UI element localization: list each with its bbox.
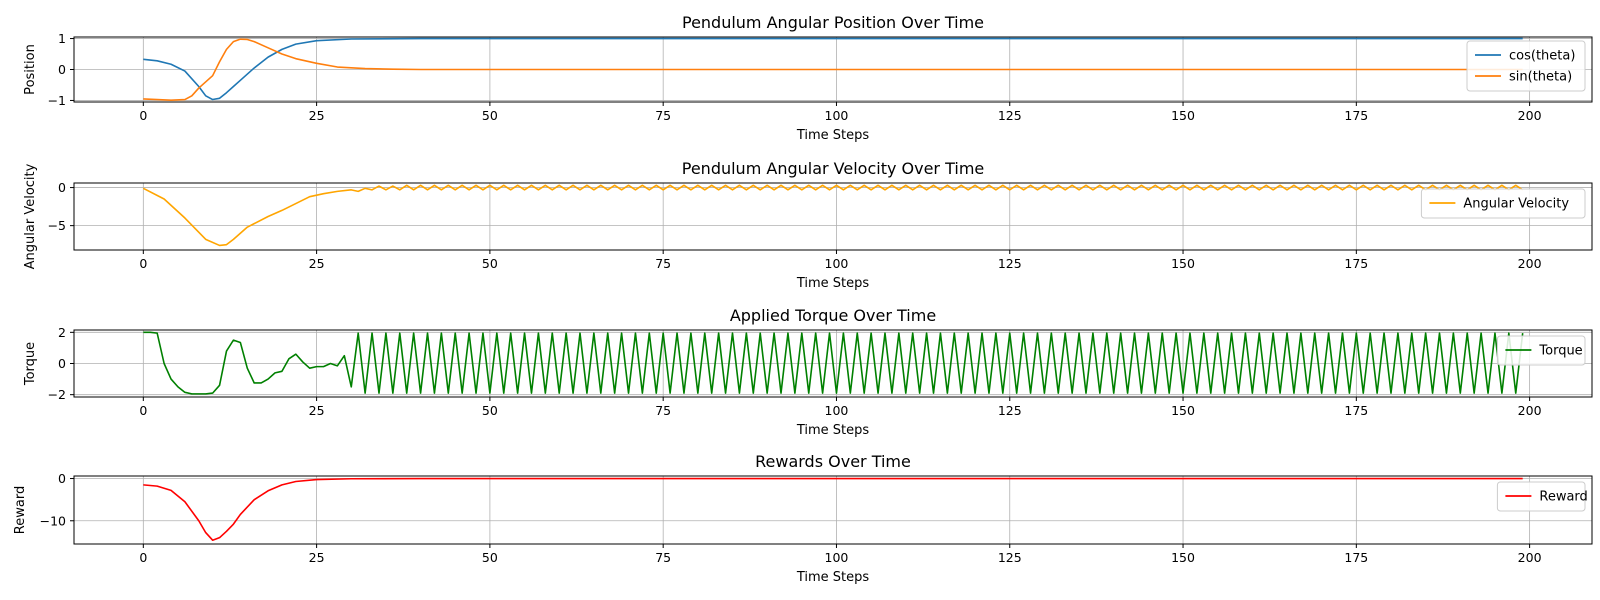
series-line-1 bbox=[143, 477, 1523, 542]
legend-label: Reward bbox=[1539, 490, 1587, 505]
x-tick-label: 100 bbox=[825, 256, 849, 271]
x-tick-label: 25 bbox=[309, 550, 325, 565]
chart-panel-4: 0 25 50 75 100 125 150 175 200 −10 0 Rewards Over T… bbox=[13, 452, 1593, 585]
legend: Angular Velocity bbox=[1420, 188, 1586, 219]
y-tick-label: 0 bbox=[58, 471, 66, 486]
axes-frame bbox=[73, 182, 1593, 251]
legend-box bbox=[1420, 188, 1586, 219]
x-tick-label: 175 bbox=[1344, 108, 1368, 123]
chart-title: Pendulum Angular Velocity Over Time bbox=[682, 159, 985, 178]
legend-label: Torque bbox=[1538, 344, 1582, 359]
x-tick-label: 150 bbox=[1171, 256, 1195, 271]
x-tick-label: 50 bbox=[482, 550, 498, 565]
x-tick-label: 0 bbox=[139, 403, 147, 418]
legend-label: cos(theta) bbox=[1509, 49, 1575, 64]
x-tick-label: 125 bbox=[998, 550, 1022, 565]
y-tick-label: 2 bbox=[58, 325, 66, 340]
chart-panel-2: 0 25 50 75 100 125 150 175 200 −5 0 Pendulum Angula… bbox=[23, 159, 1593, 291]
y-axis-label: Angular Velocity bbox=[23, 163, 38, 269]
axes-frame bbox=[73, 475, 1593, 545]
x-tick-label: 200 bbox=[1518, 550, 1542, 565]
x-tick-label: 0 bbox=[139, 108, 147, 123]
x-axis-label: Time Steps bbox=[796, 570, 870, 585]
x-tick-label: 200 bbox=[1518, 256, 1542, 271]
x-tick-label: 75 bbox=[655, 256, 671, 271]
y-axis-label: Position bbox=[23, 44, 38, 95]
series-line-2 bbox=[143, 38, 1523, 101]
x-tick-label: 25 bbox=[309, 256, 325, 271]
x-tick-label: 150 bbox=[1171, 403, 1195, 418]
legend-label: sin(theta) bbox=[1509, 70, 1572, 85]
x-tick-label: 125 bbox=[998, 108, 1022, 123]
x-tick-label: 25 bbox=[309, 108, 325, 123]
x-tick-label: 100 bbox=[825, 550, 849, 565]
y-axis-label: Torque bbox=[23, 342, 38, 386]
series-line-1 bbox=[143, 37, 1523, 101]
legend-box bbox=[1496, 481, 1586, 512]
x-tick-label: 175 bbox=[1344, 256, 1368, 271]
x-tick-label: 125 bbox=[998, 256, 1022, 271]
x-tick-label: 200 bbox=[1518, 403, 1542, 418]
chart-title: Applied Torque Over Time bbox=[730, 306, 936, 325]
x-tick-label: 50 bbox=[482, 403, 498, 418]
x-tick-label: 50 bbox=[482, 108, 498, 123]
legend: Torque bbox=[1496, 335, 1586, 366]
x-axis-label: Time Steps bbox=[796, 423, 870, 438]
x-tick-label: 75 bbox=[655, 108, 671, 123]
y-tick-label: 0 bbox=[58, 62, 66, 77]
x-axis-label: Time Steps bbox=[796, 276, 870, 291]
x-tick-label: 175 bbox=[1344, 403, 1368, 418]
legend-label: Angular Velocity bbox=[1463, 197, 1569, 212]
x-tick-label: 100 bbox=[825, 108, 849, 123]
chart-title: Rewards Over Time bbox=[755, 452, 911, 471]
y-axis-label: Reward bbox=[13, 486, 28, 534]
y-tick-label: 0 bbox=[58, 356, 66, 371]
y-tick-label: 1 bbox=[58, 31, 66, 46]
x-tick-label: 125 bbox=[998, 403, 1022, 418]
x-tick-label: 50 bbox=[482, 256, 498, 271]
legend-box bbox=[1496, 335, 1586, 366]
chart-panel-1: 0 25 50 75 100 125 150 175 200 −1 0 1 Pendulum Angul… bbox=[23, 13, 1593, 143]
y-tick-label: 0 bbox=[58, 180, 66, 195]
x-tick-label: 100 bbox=[825, 403, 849, 418]
legend: cos(theta) sin(theta) bbox=[1466, 40, 1586, 92]
y-tick-label: −5 bbox=[48, 218, 66, 233]
x-tick-label: 200 bbox=[1518, 108, 1542, 123]
legend: Reward bbox=[1496, 481, 1588, 512]
x-tick-label: 150 bbox=[1171, 550, 1195, 565]
x-axis-label: Time Steps bbox=[796, 128, 870, 143]
x-tick-label: 0 bbox=[139, 550, 147, 565]
x-tick-label: 25 bbox=[309, 403, 325, 418]
x-tick-label: 175 bbox=[1344, 550, 1368, 565]
series-line-1 bbox=[143, 331, 1524, 395]
x-tick-label: 150 bbox=[1171, 108, 1195, 123]
y-tick-label: −2 bbox=[48, 387, 66, 402]
chart-panel-3: 0 25 50 75 100 125 150 175 200 −2 0 2 Applied Torque… bbox=[23, 306, 1593, 438]
y-tick-label: −1 bbox=[48, 93, 66, 108]
x-tick-label: 75 bbox=[655, 403, 671, 418]
x-tick-label: 0 bbox=[139, 256, 147, 271]
y-tick-label: −10 bbox=[40, 513, 66, 528]
x-tick-label: 75 bbox=[655, 550, 671, 565]
series-line-1 bbox=[142, 184, 1524, 247]
chart-title: Pendulum Angular Position Over Time bbox=[682, 13, 984, 32]
legend-box bbox=[1466, 40, 1586, 92]
